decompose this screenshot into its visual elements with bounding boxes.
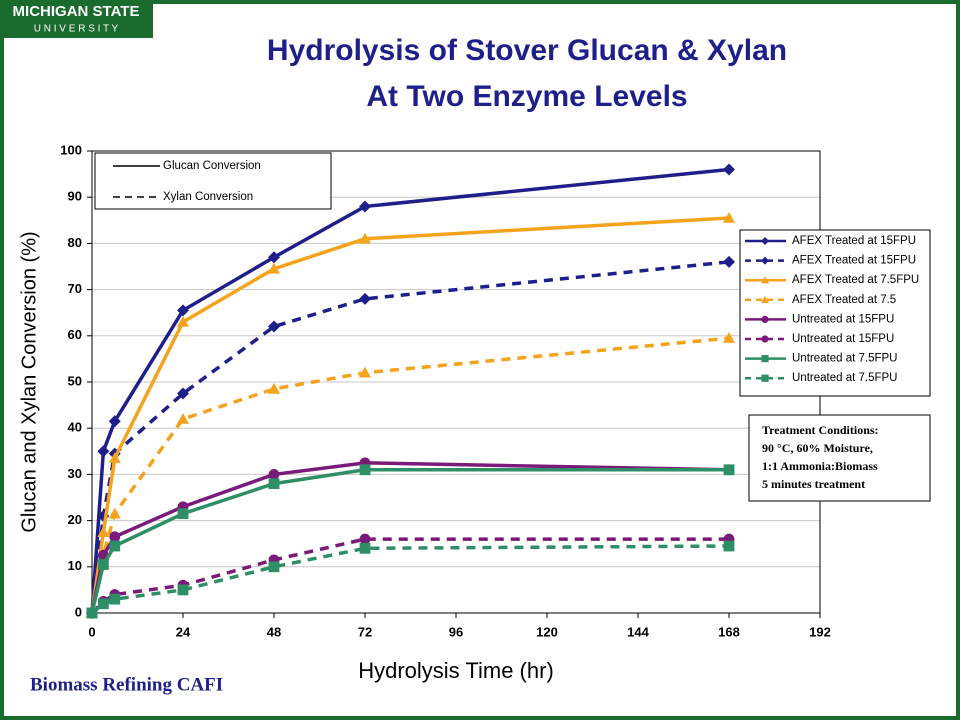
x-tick-label: 144 [627, 624, 649, 639]
marker [359, 232, 371, 244]
marker [359, 292, 371, 305]
marker [268, 382, 280, 394]
x-tick-label: 168 [718, 624, 740, 639]
legend-box [739, 229, 931, 397]
footer: Biomass Refining CAFI [30, 674, 223, 695]
y-tick-label: 0 [75, 604, 82, 619]
x-tick-label: 48 [267, 624, 281, 639]
legend-label: Untreated at 7.5FPU [792, 353, 897, 365]
chart-subtitle: At Two Enzyme Levels [366, 80, 687, 113]
marker [108, 415, 121, 428]
y-tick-label: 40 [68, 420, 82, 435]
marker [359, 533, 371, 545]
x-tick-label: 0 [88, 624, 95, 639]
marker [109, 593, 121, 605]
annotation-box [748, 414, 931, 502]
style-legend-label: Glucan Conversion [163, 160, 261, 172]
marker [359, 200, 371, 213]
y-tick-label: 60 [68, 327, 82, 342]
marker [359, 464, 371, 476]
marker [268, 320, 280, 333]
marker [723, 163, 735, 176]
marker [108, 452, 121, 464]
marker [761, 295, 769, 303]
marker [177, 584, 189, 596]
marker [86, 607, 98, 619]
x-axis-label: Hydrolysis Time (hr) [358, 658, 554, 683]
x-tick-label: 120 [536, 624, 558, 639]
marker [97, 526, 110, 537]
annotation-text: 1:1 Ammonia:Biomass [762, 459, 878, 473]
annotation-text: 5 minutes treatment [762, 477, 865, 491]
legend-label: Untreated at 15FPU [792, 313, 894, 325]
y-tick-label: 20 [68, 512, 82, 527]
marker [97, 559, 109, 570]
marker [723, 332, 735, 343]
x-tick-label: 72 [358, 624, 372, 639]
legend-label: Untreated at 7.5FPU [792, 372, 897, 384]
marker [761, 237, 769, 245]
marker [723, 540, 735, 552]
logo-box [0, 0, 153, 38]
logo-text: MICHIGAN STATE [13, 3, 140, 20]
marker [761, 256, 769, 265]
x-tick-label: 192 [809, 624, 831, 639]
y-tick-label: 10 [68, 558, 82, 573]
y-axis-label: Glucan and Xylan Conversion (%) [18, 231, 40, 532]
logo-text: U N I V E R S I T Y [34, 24, 119, 35]
marker [761, 355, 769, 363]
y-tick-label: 70 [68, 281, 82, 296]
annotation-text: Treatment Conditions: [762, 423, 879, 437]
marker [268, 478, 280, 490]
marker [268, 262, 280, 274]
marker [761, 276, 769, 284]
style-legend-label: Xylan Conversion [163, 191, 253, 203]
marker [109, 540, 121, 552]
legend-label: AFEX Treated at 7.5FPU [792, 274, 919, 286]
y-tick-label: 90 [68, 189, 82, 204]
marker [109, 531, 121, 543]
marker [359, 366, 371, 378]
marker [723, 255, 735, 268]
y-tick-label: 100 [60, 142, 82, 157]
legend-label: AFEX Treated at 15FPU [792, 255, 916, 267]
marker [177, 387, 189, 400]
x-tick-label: 24 [176, 624, 191, 639]
marker [268, 561, 280, 573]
marker [177, 315, 189, 327]
marker [177, 508, 189, 520]
y-tick-label: 30 [68, 466, 82, 481]
y-tick-label: 80 [68, 235, 82, 250]
marker [359, 542, 371, 554]
marker [97, 598, 109, 610]
annotation-text: 90 °C, 60% Moisture, [762, 441, 873, 455]
marker [268, 251, 280, 264]
marker [177, 304, 189, 317]
marker [723, 211, 735, 223]
chart-title: Hydrolysis of Stover Glucan & Xylan [267, 34, 787, 67]
legend-label: AFEX Treated at 7.5 [792, 294, 896, 306]
marker [761, 315, 769, 323]
legend-label: Untreated at 15FPU [792, 333, 894, 345]
marker [268, 469, 280, 480]
marker [108, 507, 121, 519]
x-tick-label: 96 [449, 624, 463, 639]
marker [723, 464, 735, 476]
marker [761, 335, 769, 343]
marker [761, 374, 769, 382]
marker [97, 445, 110, 458]
marker [177, 412, 189, 424]
legend-label: AFEX Treated at 15FPU [792, 235, 916, 247]
y-tick-label: 50 [68, 373, 82, 388]
style-legend-box [94, 152, 332, 210]
